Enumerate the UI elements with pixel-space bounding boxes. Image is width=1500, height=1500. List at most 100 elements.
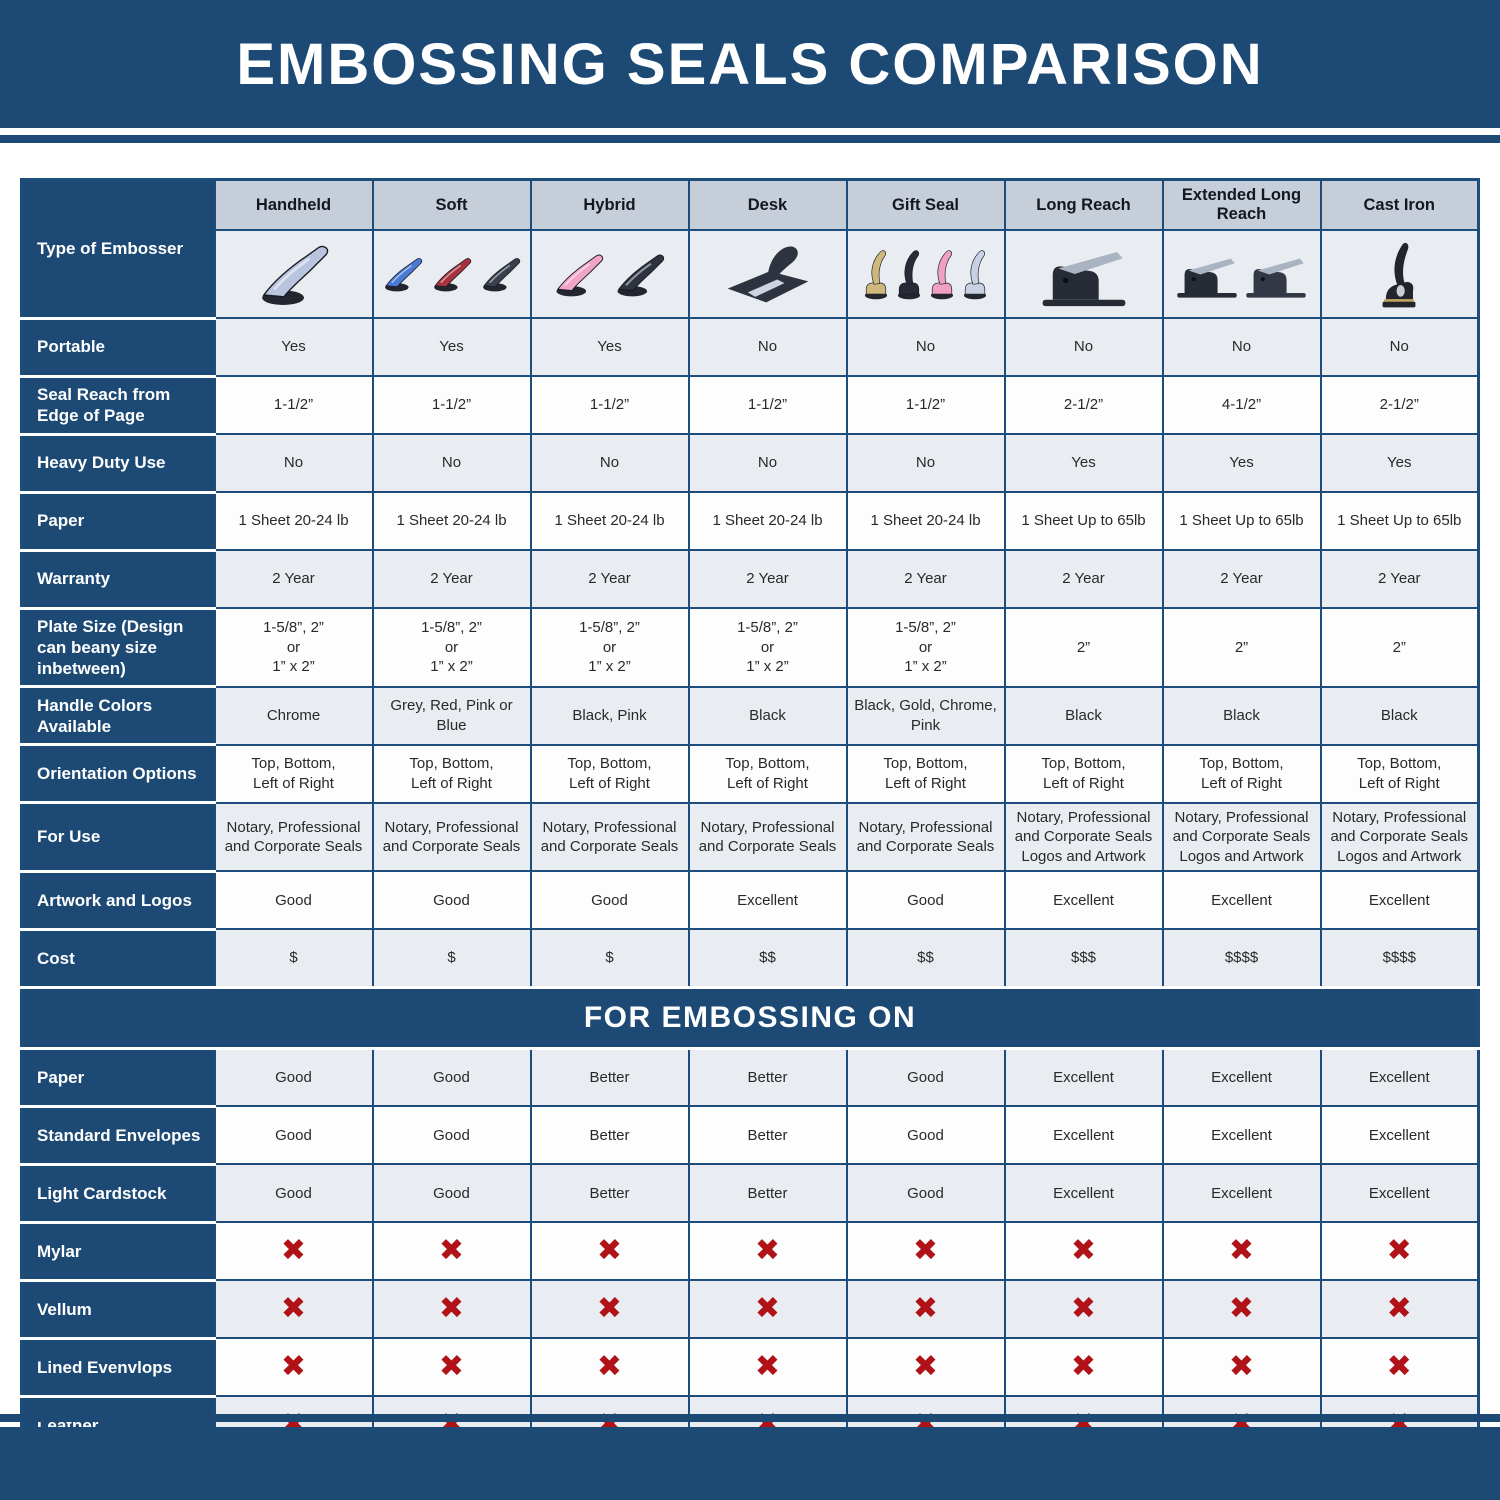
cell-seal-reach-from-edge-of-page-hybrid: 1-1/2” <box>529 375 690 435</box>
cell-vellum-extended-long-reach: ✖ <box>1161 1279 1322 1340</box>
cell-lined-evenvlops-long-reach: ✖ <box>1003 1337 1164 1398</box>
cell-lined-evenvlops-soft: ✖ <box>371 1337 532 1398</box>
cell-plate-size-design-can-beany-size-inbetween-hybrid: 1-5/8”, 2” or 1” x 2” <box>529 607 690 688</box>
embosser-image-gift-seal <box>845 229 1006 319</box>
cell-portable-long-reach: No <box>1003 317 1164 377</box>
cell-artwork-and-logos-cast-iron: Excellent <box>1319 870 1480 931</box>
cell-lined-evenvlops-extended-long-reach: ✖ <box>1161 1337 1322 1398</box>
cell-artwork-and-logos-gift-seal: Good <box>845 870 1006 931</box>
cell-orientation-options-soft: Top, Bottom, Left of Right <box>371 743 532 804</box>
bottom-divider-stripe <box>0 1414 1500 1422</box>
row-label-lined-evenvlops: Lined Evenvlops <box>21 1336 216 1397</box>
soft-embosser-icon <box>376 256 528 292</box>
cell-cost-soft: $ <box>371 928 532 989</box>
cell-heavy-duty-use-cast-iron: Yes <box>1319 433 1480 493</box>
red-x-icon: ✖ <box>1070 1233 1097 1269</box>
red-x-icon: ✖ <box>1228 1233 1255 1269</box>
cell-portable-hybrid: Yes <box>529 317 690 377</box>
column-header-desk: Desk <box>687 178 848 231</box>
row-label-type-of-embosser: Type of Embosser <box>21 179 216 318</box>
cell-cost-cast-iron: $$$$ <box>1319 928 1480 989</box>
cell-light-cardstock-cast-iron: Excellent <box>1319 1163 1480 1224</box>
red-x-icon: ✖ <box>912 1349 939 1385</box>
cell-paper-long-reach: 1 Sheet Up to 65lb <box>1003 491 1164 551</box>
cell-warranty-desk: 2 Year <box>687 549 848 609</box>
red-x-icon: ✖ <box>438 1291 465 1327</box>
red-x-icon: ✖ <box>754 1233 781 1269</box>
row-label-artwork-and-logos: Artwork and Logos <box>21 869 216 930</box>
embosser-image-cast-iron <box>1319 229 1480 319</box>
cell-handle-colors-available-gift-seal: Black, Gold, Chrome, Pink <box>845 685 1006 746</box>
comparison-table: Type of Embosser Handheld Soft Hybrid Desk Gi… <box>20 178 1480 1456</box>
cell-light-cardstock-gift-seal: Good <box>845 1163 1006 1224</box>
cell-standard-envelopes-cast-iron: Excellent <box>1319 1105 1480 1166</box>
cell-artwork-and-logos-handheld: Good <box>213 870 374 931</box>
cell-warranty-handheld: 2 Year <box>213 549 374 609</box>
cell-cost-gift-seal: $$ <box>845 928 1006 989</box>
footer-band <box>0 1427 1500 1500</box>
red-x-icon: ✖ <box>1228 1349 1255 1385</box>
cell-warranty-hybrid: 2 Year <box>529 549 690 609</box>
row-label-cost: Cost <box>21 927 216 988</box>
cell-standard-envelopes-handheld: Good <box>213 1105 374 1166</box>
cell-seal-reach-from-edge-of-page-soft: 1-1/2” <box>371 375 532 435</box>
title-banner: EMBOSSING SEALS COMPARISON <box>0 0 1500 128</box>
embosser-image-handheld <box>213 229 374 319</box>
red-x-icon: ✖ <box>596 1291 623 1327</box>
cell-orientation-options-hybrid: Top, Bottom, Left of Right <box>529 743 690 804</box>
cell-vellum-gift-seal: ✖ <box>845 1279 1006 1340</box>
cell-heavy-duty-use-handheld: No <box>213 433 374 493</box>
cell-seal-reach-from-edge-of-page-desk: 1-1/2” <box>687 375 848 435</box>
cell-seal-reach-from-edge-of-page-handheld: 1-1/2” <box>213 375 374 435</box>
red-x-icon: ✖ <box>1386 1233 1412 1269</box>
cell-for-use-hybrid: Notary, Professional and Corporate Seals <box>529 801 690 873</box>
cell-for-use-handheld: Notary, Professional and Corporate Seals <box>213 801 374 873</box>
cell-cost-extended-long-reach: $$$$ <box>1161 928 1322 989</box>
red-x-icon: ✖ <box>596 1233 623 1269</box>
red-x-icon: ✖ <box>1386 1349 1412 1385</box>
cell-cost-long-reach: $$$ <box>1003 928 1164 989</box>
cell-handle-colors-available-desk: Black <box>687 685 848 746</box>
row-label-paper: Paper <box>21 1046 216 1107</box>
handheld-embosser-icon <box>218 242 370 306</box>
cell-lined-evenvlops-hybrid: ✖ <box>529 1337 690 1398</box>
cell-artwork-and-logos-extended-long-reach: Excellent <box>1161 870 1322 931</box>
cell-paper-soft: Good <box>371 1047 532 1108</box>
cell-paper-desk: Better <box>687 1047 848 1108</box>
row-label-vellum: Vellum <box>21 1278 216 1339</box>
cell-orientation-options-extended-long-reach: Top, Bottom, Left of Right <box>1161 743 1322 804</box>
red-x-icon: ✖ <box>754 1291 781 1327</box>
gift-seal-embosser-icon <box>850 249 1002 300</box>
cell-cost-hybrid: $ <box>529 928 690 989</box>
cell-standard-envelopes-extended-long-reach: Excellent <box>1161 1105 1322 1166</box>
cell-for-use-extended-long-reach: Notary, Professional and Corporate Seals… <box>1161 801 1322 873</box>
cell-handle-colors-available-soft: Grey, Red, Pink or Blue <box>371 685 532 746</box>
red-x-icon: ✖ <box>1070 1349 1097 1385</box>
cell-artwork-and-logos-soft: Good <box>371 870 532 931</box>
red-x-icon: ✖ <box>1386 1291 1412 1327</box>
cell-vellum-long-reach: ✖ <box>1003 1279 1164 1340</box>
cell-paper-extended-long-reach: 1 Sheet Up to 65lb <box>1161 491 1322 551</box>
cell-seal-reach-from-edge-of-page-long-reach: 2-1/2” <box>1003 375 1164 435</box>
cell-paper-desk: 1 Sheet 20-24 lb <box>687 491 848 551</box>
column-header-gift-seal: Gift Seal <box>845 178 1006 231</box>
cell-artwork-and-logos-hybrid: Good <box>529 870 690 931</box>
cell-standard-envelopes-long-reach: Excellent <box>1003 1105 1164 1166</box>
row-label-paper: Paper <box>21 490 216 550</box>
cell-handle-colors-available-hybrid: Black, Pink <box>529 685 690 746</box>
cell-artwork-and-logos-desk: Excellent <box>687 870 848 931</box>
red-x-icon: ✖ <box>280 1291 307 1327</box>
row-label-handle-colors-available: Handle Colors Available <box>21 685 216 745</box>
cell-light-cardstock-long-reach: Excellent <box>1003 1163 1164 1224</box>
embosser-image-extended-long-reach <box>1161 229 1322 319</box>
extended-long-reach-embosser-icon <box>1166 250 1318 299</box>
cell-handle-colors-available-cast-iron: Black <box>1319 685 1480 746</box>
cell-mylar-long-reach: ✖ <box>1003 1221 1164 1282</box>
embosser-image-soft <box>371 229 532 319</box>
cell-heavy-duty-use-extended-long-reach: Yes <box>1161 433 1322 493</box>
cell-lined-evenvlops-cast-iron: ✖ <box>1319 1337 1480 1398</box>
column-header-soft: Soft <box>371 178 532 231</box>
cell-portable-soft: Yes <box>371 317 532 377</box>
cell-light-cardstock-handheld: Good <box>213 1163 374 1224</box>
